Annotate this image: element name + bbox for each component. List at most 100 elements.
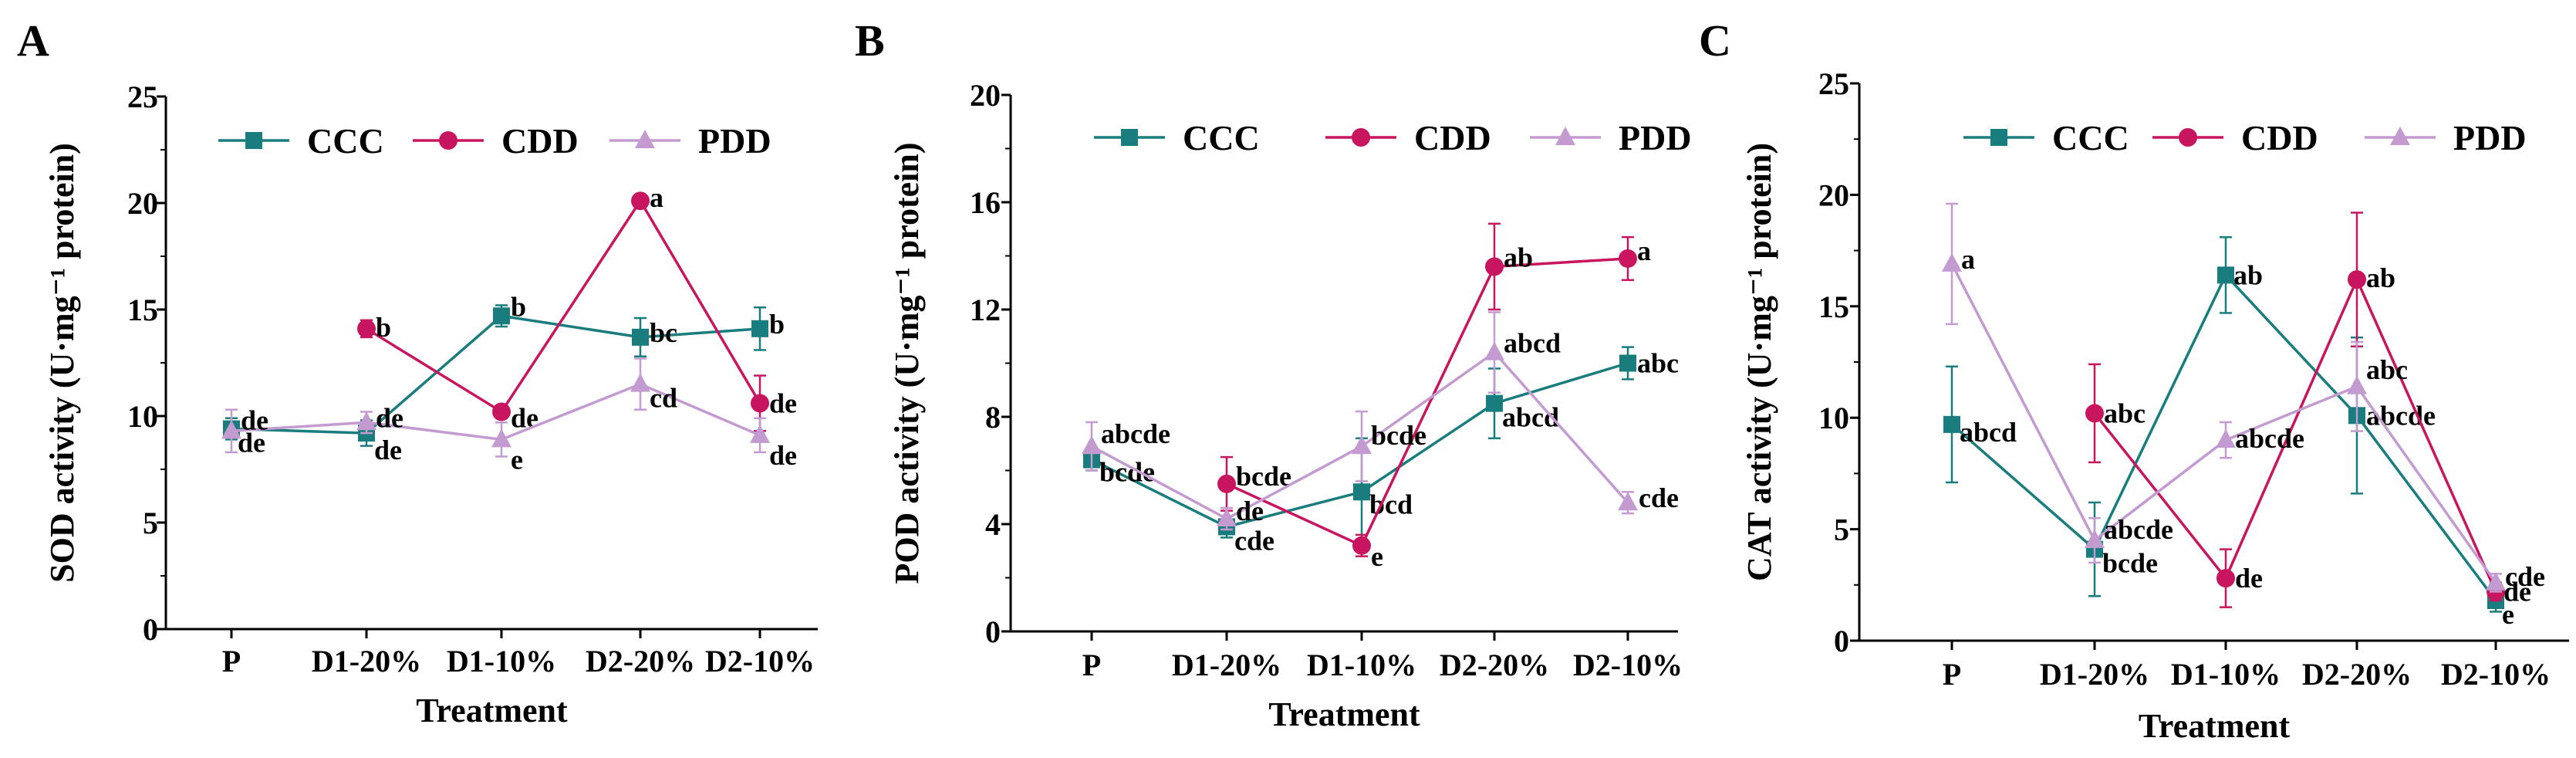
legend-label: PDD xyxy=(1619,118,1692,157)
panel-A: A 0 5 10 15 20 25 P D1-20% D1-10% D2-20% D2-10% Trea… xyxy=(17,15,818,729)
panel-C: C 0 5 10 15 20 25 P D1-20% D1-10% D2-20% D2-10% Trea… xyxy=(1699,15,2569,745)
y-tick-label: 20 xyxy=(127,186,158,221)
x-tick-label: P xyxy=(1082,648,1101,682)
y-tick-label: 5 xyxy=(1834,513,1849,547)
x-tick-label: D1-10% xyxy=(447,644,556,678)
significance-label: de xyxy=(241,404,268,435)
y-axis-title: CAT activity (U·mg⁻¹ protein) xyxy=(1740,143,1778,581)
significance-label: bc xyxy=(650,317,677,348)
legend: CCC CDD PDD xyxy=(218,121,771,161)
data-point xyxy=(1942,252,1962,272)
panel-B: B 0 4 8 12 16 20 P D1-20% D1-10% D2-20% D2-10% Treat… xyxy=(855,15,1692,733)
data-point xyxy=(631,191,650,211)
y-tick-label: 0 xyxy=(143,612,158,647)
data-point xyxy=(751,320,768,337)
significance-label: de xyxy=(376,402,403,433)
y-tick-label: 25 xyxy=(127,80,158,114)
data-point xyxy=(357,319,376,338)
data-point xyxy=(1352,536,1371,555)
y-tick-label: 4 xyxy=(985,507,1001,542)
data-point xyxy=(2216,429,2236,448)
x-tick-label: D2-20% xyxy=(2302,657,2412,692)
legend-marker xyxy=(1121,129,1138,146)
significance-label: ab xyxy=(2366,262,2395,293)
legend-label: CDD xyxy=(501,121,579,161)
significance-label: e xyxy=(1371,541,1383,572)
data-point xyxy=(1217,508,1237,527)
data-point xyxy=(356,411,376,431)
significance-label: ab xyxy=(2233,259,2263,290)
data-point xyxy=(630,373,650,392)
significance-label: abcd xyxy=(1504,328,1561,359)
y-tick-label: 15 xyxy=(1818,289,1849,324)
significance-label: b xyxy=(376,312,391,343)
x-axis-title: Treatment xyxy=(2139,707,2291,745)
y-tick-label: 10 xyxy=(127,399,158,434)
x-tick-label: D1-20% xyxy=(1172,648,1281,682)
panel-letter: B xyxy=(855,15,885,66)
data-point xyxy=(2085,404,2104,423)
significance-label: a xyxy=(1637,235,1651,266)
y-tick-label: 25 xyxy=(1818,66,1849,101)
legend-marker xyxy=(245,132,262,149)
x-tick-label: D2-10% xyxy=(705,644,815,678)
x-tick-label: D1-10% xyxy=(1307,648,1416,682)
x-tick-label: P xyxy=(222,644,241,678)
significance-label: b xyxy=(511,291,526,322)
significance-label: de xyxy=(374,435,402,465)
significance-label: e xyxy=(2502,599,2514,630)
data-point xyxy=(2085,530,2105,549)
significance-label: e xyxy=(511,444,523,475)
significance-label: a xyxy=(1961,244,1975,275)
data-point xyxy=(1352,435,1372,455)
legend-label: CDD xyxy=(2241,118,2318,157)
x-axis-title: Treatment xyxy=(416,692,568,729)
significance-label: bcde xyxy=(1099,457,1155,488)
x-tick-label: D1-10% xyxy=(2171,657,2281,692)
y-tick-label: 15 xyxy=(127,293,158,327)
significance-label: a xyxy=(650,182,663,213)
significance-label: de xyxy=(769,387,797,418)
legend: CCC CDD PDD xyxy=(1963,118,2527,157)
legend-label: PDD xyxy=(698,121,771,161)
data-point xyxy=(1619,354,1636,372)
data-point xyxy=(1082,435,1102,455)
significance-label: bcde xyxy=(1371,420,1426,451)
series-line xyxy=(2093,276,2497,593)
significance-label: abc xyxy=(2104,398,2146,428)
significance-label: cd xyxy=(650,383,677,414)
data-point xyxy=(750,424,770,443)
y-tick-label: 12 xyxy=(970,293,1001,327)
data-point xyxy=(1484,341,1504,360)
significance-label: de xyxy=(511,402,538,433)
data-point xyxy=(2216,569,2235,588)
series-line xyxy=(1226,257,1629,548)
data-point xyxy=(2217,266,2234,284)
y-tick-label: 20 xyxy=(970,78,1001,113)
series-CDD: bcde e ab a xyxy=(1217,222,1651,572)
y-tick-label: 10 xyxy=(1818,401,1849,435)
data-point xyxy=(2348,270,2366,289)
significance-label: abc xyxy=(1637,348,1679,379)
data-point xyxy=(2486,571,2506,590)
significance-label: de xyxy=(1236,496,1264,526)
legend-label: PDD xyxy=(2453,118,2527,157)
data-point xyxy=(493,307,510,325)
x-tick-label: D2-20% xyxy=(586,644,695,678)
data-point xyxy=(2347,375,2367,394)
legend-marker xyxy=(2390,127,2410,145)
legend-label: CDD xyxy=(1414,118,1491,157)
y-tick-label: 0 xyxy=(985,614,1001,649)
series-PDD: abcde de bcde abcd cde xyxy=(1082,311,1679,531)
y-axis-title: POD activity (U·mg⁻¹ protein) xyxy=(888,142,926,584)
significance-label: b xyxy=(769,309,785,340)
significance-label: abcde xyxy=(2104,514,2173,545)
data-point xyxy=(1618,492,1638,511)
data-point xyxy=(751,394,769,413)
x-tick-label: D1-20% xyxy=(2040,657,2149,692)
significance-label: abcd xyxy=(1960,417,2017,448)
x-axis-title: Treatment xyxy=(1268,695,1420,733)
legend: CCC CDD PDD xyxy=(1094,118,1692,157)
series-CDD: b de a de xyxy=(357,182,797,433)
